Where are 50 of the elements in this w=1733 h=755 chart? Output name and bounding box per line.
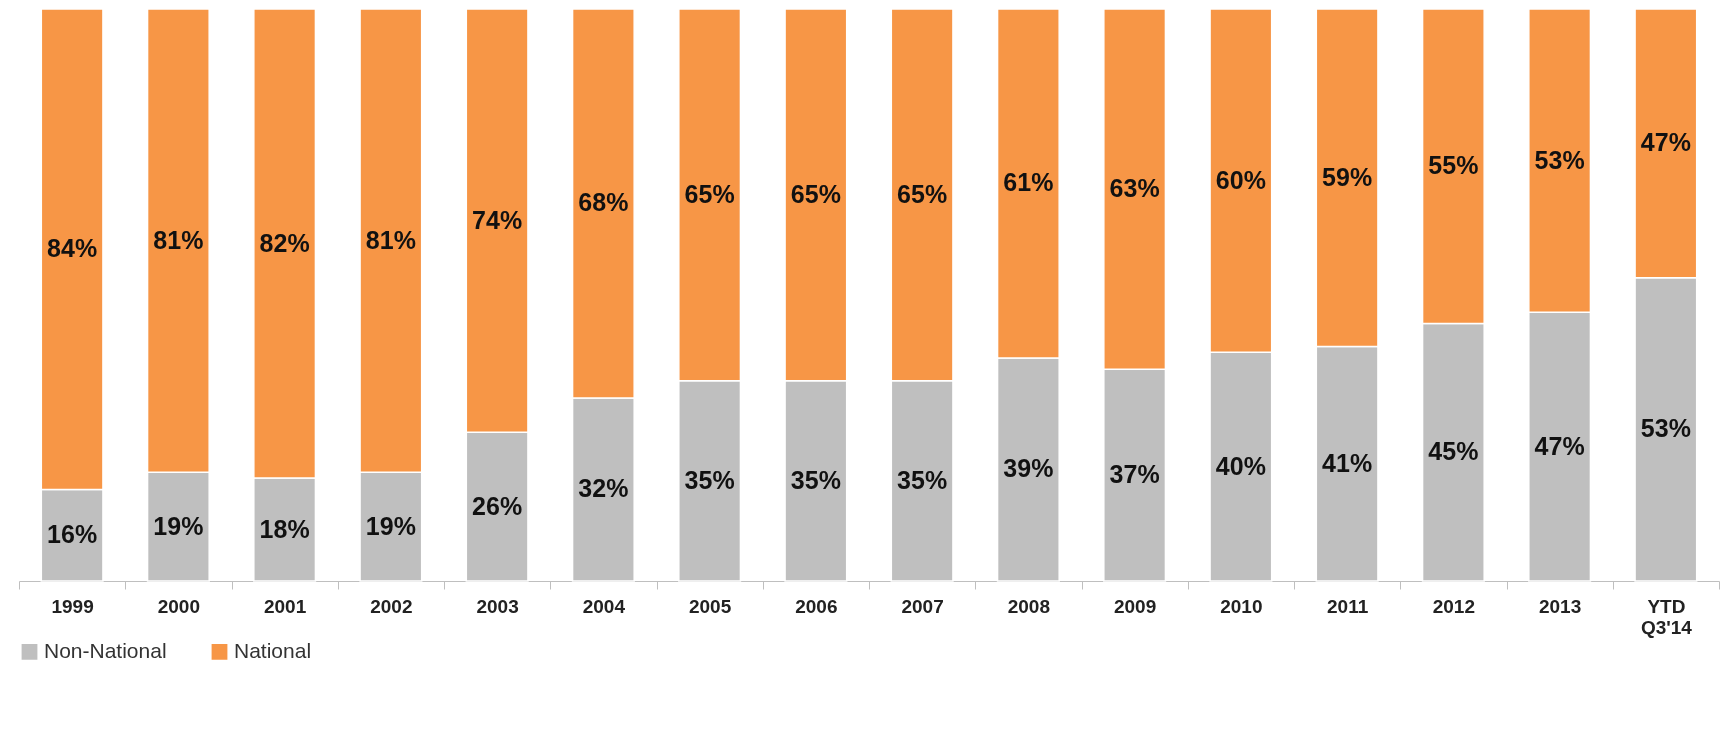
- data-label: 39%: [1003, 454, 1054, 483]
- x-tick-label: 2008: [1007, 595, 1051, 617]
- legend-label: Non-National: [44, 638, 167, 662]
- x-tick-label: 2003: [476, 595, 519, 617]
- x-tick-label: 2013: [1538, 595, 1582, 617]
- x-tick-label: 2012: [1432, 595, 1476, 617]
- data-label: 35%: [684, 465, 735, 494]
- data-label: 60%: [1215, 165, 1266, 194]
- x-tick-label: 2006: [795, 595, 838, 617]
- data-label: 32%: [578, 474, 629, 503]
- x-tick-label: 2010: [1220, 595, 1263, 617]
- data-label: 63%: [1109, 174, 1160, 203]
- data-label: 74%: [472, 205, 523, 234]
- data-label: 35%: [790, 465, 841, 494]
- data-label: 68%: [578, 188, 629, 217]
- x-tick-label: 2004: [582, 595, 626, 617]
- legend-label: National: [234, 638, 312, 662]
- x-tick-label: 2007: [901, 595, 944, 617]
- data-label: 19%: [365, 511, 416, 540]
- data-label: 84%: [47, 234, 98, 263]
- data-label: 47%: [1534, 431, 1585, 460]
- data-label: 59%: [1322, 162, 1373, 191]
- x-tick-label: YTD Q3'14: [1640, 595, 1693, 638]
- x-tick-label: 2009: [1113, 595, 1157, 617]
- data-label: 65%: [897, 179, 948, 208]
- data-label: 37%: [1109, 460, 1160, 489]
- x-tick-label: 2011: [1327, 595, 1369, 617]
- data-label: 19%: [153, 511, 204, 540]
- data-label: 45%: [1428, 437, 1479, 466]
- data-label: 53%: [1534, 145, 1585, 174]
- data-label: 55%: [1428, 151, 1479, 180]
- data-label: 65%: [790, 179, 841, 208]
- x-tick-label: 1999: [51, 595, 94, 617]
- data-label: 41%: [1322, 448, 1373, 477]
- data-label: 18%: [259, 514, 310, 543]
- x-tick-label: 2000: [157, 595, 201, 617]
- data-label: 53%: [1640, 414, 1691, 443]
- data-label: 65%: [684, 179, 735, 208]
- data-label: 35%: [897, 465, 948, 494]
- x-tick-label: 2005: [688, 595, 732, 617]
- data-label: 16%: [47, 520, 98, 549]
- data-label: 82%: [259, 228, 310, 257]
- data-label: 26%: [472, 491, 523, 520]
- data-label: 47%: [1640, 128, 1691, 157]
- data-label: 81%: [153, 225, 204, 254]
- x-tick-label: 2001: [263, 595, 307, 617]
- data-label: 40%: [1215, 451, 1266, 480]
- data-label: 61%: [1003, 168, 1054, 197]
- x-tick-label: 2002: [370, 595, 413, 617]
- data-label: 81%: [365, 225, 416, 254]
